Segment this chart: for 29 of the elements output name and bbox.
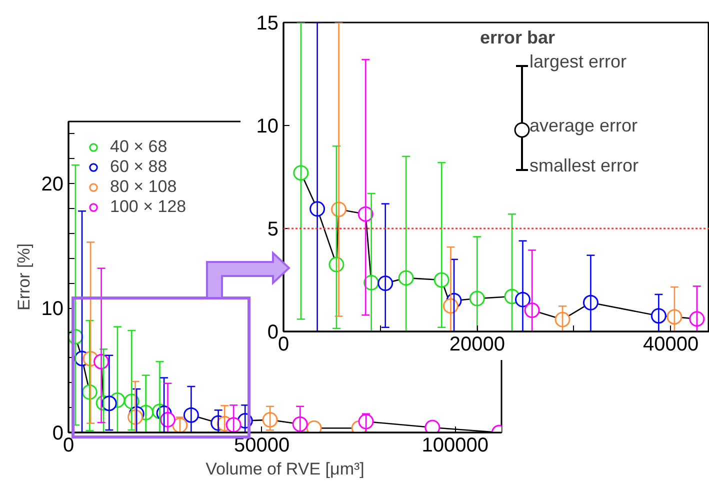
legend-label: 60 × 88: [110, 157, 168, 177]
point: [358, 414, 374, 430]
x-tick-label: 40000: [642, 334, 699, 356]
point: [524, 302, 540, 318]
y-tick-label: 20: [41, 174, 64, 196]
point: [666, 309, 682, 325]
x-tick-label: 100000: [422, 434, 488, 456]
point: [262, 412, 278, 428]
annotation: smallest error: [530, 156, 639, 176]
legend-label: 40 × 68: [110, 137, 168, 157]
y-tick-label: 10: [41, 298, 64, 320]
y-axis-title: Error [%]: [14, 243, 34, 311]
point: [554, 312, 570, 328]
y-tick-label: 10: [256, 116, 279, 138]
legend-label: 80 × 108: [110, 177, 177, 197]
point: [293, 165, 309, 181]
x-tick-label: 50000: [234, 434, 290, 456]
point: [689, 311, 705, 327]
x-axis-title: Volume of RVE [μm³]: [206, 460, 364, 478]
annotation: error bar: [480, 28, 556, 48]
y-tick-label: 15: [256, 12, 279, 34]
point: [398, 270, 414, 286]
y-tick-label: 5: [267, 218, 278, 240]
annotation: largest error: [530, 52, 627, 72]
x-tick-label: 20000: [449, 334, 505, 356]
annotation: average error: [530, 116, 638, 136]
point: [292, 416, 308, 432]
legend-label: 100 × 128: [110, 197, 186, 217]
point: [226, 417, 242, 432]
